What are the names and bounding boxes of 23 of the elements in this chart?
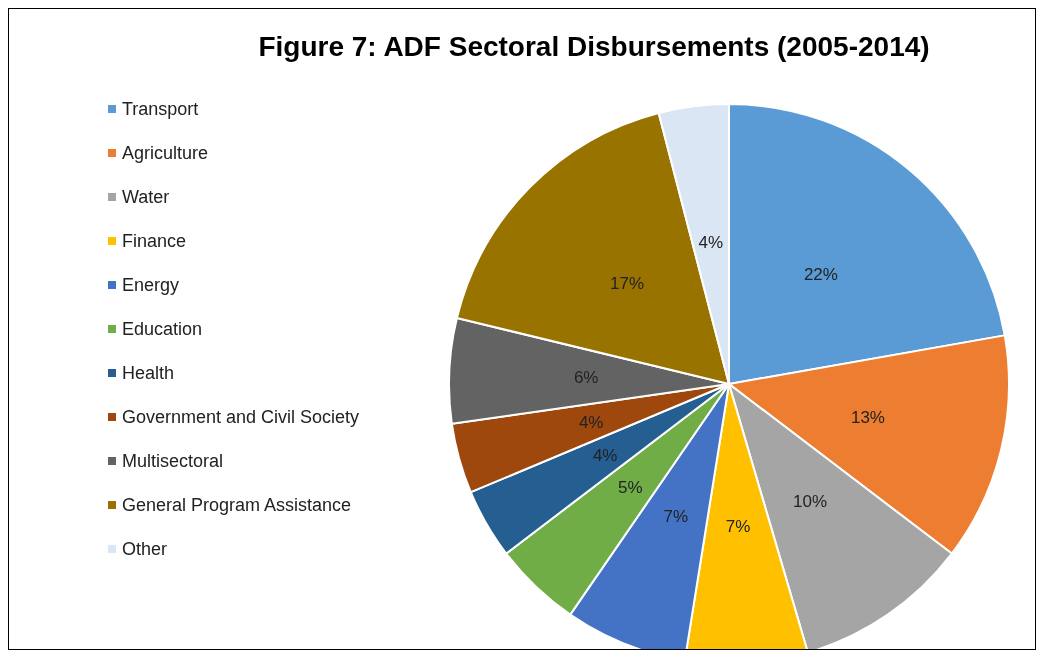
data-label: 13% — [850, 408, 885, 428]
data-label: 7% — [725, 517, 751, 537]
data-label: 10% — [793, 492, 828, 512]
data-label: 4% — [592, 446, 618, 465]
data-label: 22% — [803, 264, 838, 284]
data-label: 6% — [573, 367, 599, 387]
data-label: 5% — [618, 477, 643, 497]
legend-label: Health — [122, 363, 175, 383]
legend-label: Multisectoral — [122, 451, 224, 471]
data-label: 4% — [698, 232, 724, 252]
legend-label: Transport — [122, 99, 199, 119]
legend-label: Finance — [122, 231, 187, 251]
data-label: 4% — [578, 412, 604, 432]
legend-label: Water — [122, 187, 170, 207]
legend-label: Other — [122, 539, 168, 559]
legend-label: Education — [122, 319, 203, 339]
chart-title: Figure 7: ADF Sectoral Disbursements (2005-2014) — [258, 30, 930, 62]
legend-label: Government and Civil Society — [122, 407, 360, 427]
legend-label: Agriculture — [122, 143, 209, 163]
legend-label: Energy — [122, 275, 180, 295]
data-label: 7% — [663, 507, 689, 527]
data-label: 17% — [610, 274, 645, 294]
legend-label: General Program Assistance — [122, 495, 352, 515]
